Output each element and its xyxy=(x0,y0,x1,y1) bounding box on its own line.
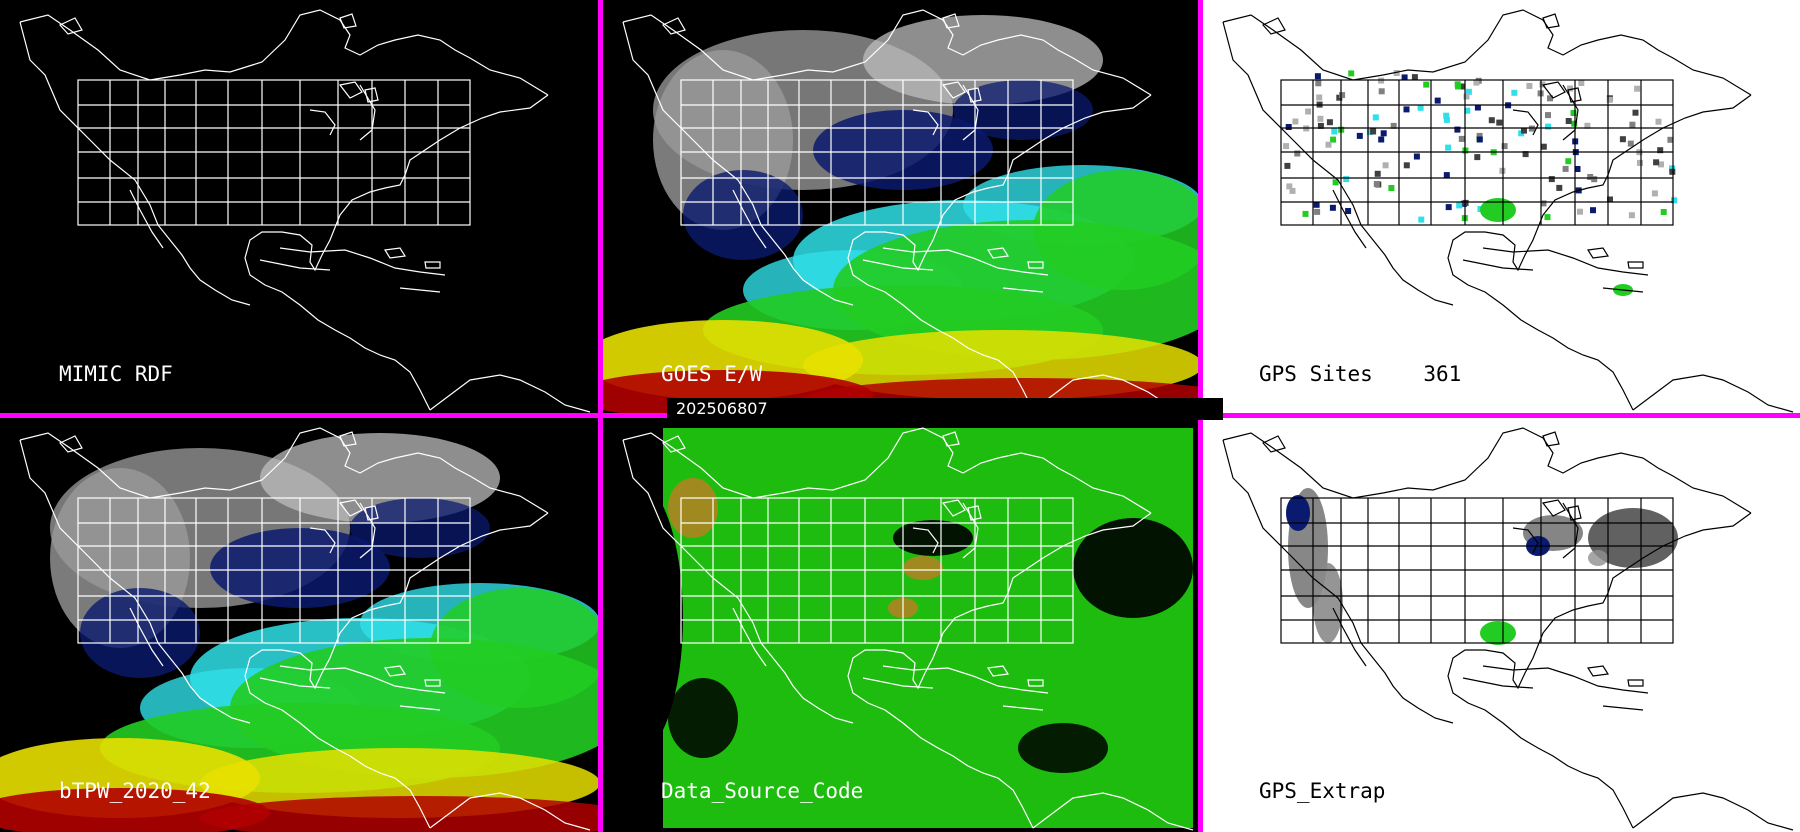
timestamp-bar: 202506807 xyxy=(667,398,1223,420)
panel-data-source-code: Data_Source_Code xyxy=(603,418,1198,832)
map-mimic-rdf xyxy=(19,9,591,413)
gps-extrap-field xyxy=(1286,488,1678,645)
panel-label: GPS_Extrap xyxy=(1259,779,1386,803)
divider-vertical-left xyxy=(598,0,603,832)
panel-label: Data_Source_Code xyxy=(661,779,864,803)
panel-gps-extrap: GPS_Extrap xyxy=(1203,418,1800,832)
panel-label: bTPW_2020_42 xyxy=(59,779,211,803)
source-field xyxy=(603,428,1193,828)
panel-label: MIMIC RDF xyxy=(59,362,173,386)
map-btpw xyxy=(0,427,598,832)
coastline-outline xyxy=(1222,9,1794,413)
panel-label: GPS Sites 361 xyxy=(1259,362,1462,386)
panel-mimic-rdf: MIMIC RDF xyxy=(0,0,598,413)
map-data-source-code xyxy=(603,427,1194,831)
coastline-outline xyxy=(1222,427,1794,831)
coastline-outline xyxy=(622,427,1194,831)
map-goes-ew xyxy=(603,9,1198,413)
gps-site-markers xyxy=(1283,70,1677,296)
map-gps-extrap xyxy=(1222,427,1794,831)
map-gps-sites xyxy=(1222,9,1794,413)
timestamp: 202506807 xyxy=(676,399,768,418)
panel-gps-sites: GPS Sites 361 xyxy=(1203,0,1800,413)
panel-goes-ew: GOES E/W xyxy=(603,0,1198,413)
panel-label: GOES E/W xyxy=(661,362,763,386)
panel-btpw: bTPW_2020_42 xyxy=(0,418,598,832)
coastline-outline xyxy=(19,427,591,831)
coastline-outline xyxy=(19,9,591,413)
